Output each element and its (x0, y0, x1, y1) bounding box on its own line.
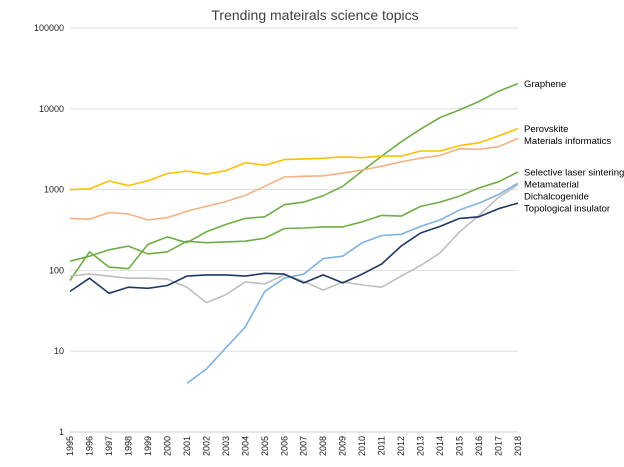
x-tick-label: 2015 (455, 436, 465, 456)
y-tick-label: 10000 (39, 104, 64, 114)
x-axis-tick-labels: 1995 1996 1997 1998 1999 2000 2001 2002 2003 2004… (65, 436, 523, 456)
x-tick-label: 2002 (201, 436, 211, 456)
y-tick-label: 1000 (44, 185, 64, 195)
x-tick-label: 2000 (162, 436, 172, 456)
x-tick-label: 2011 (377, 436, 387, 455)
y-tick-label: 1 (59, 427, 64, 437)
x-tick-label: 2010 (357, 436, 367, 456)
y-tick-label: 10 (54, 346, 64, 356)
x-tick-label: 2006 (279, 436, 289, 456)
y-tick-label: 100 (49, 265, 64, 275)
x-tick-label: 2013 (416, 436, 426, 456)
y-tick-label: 100000 (34, 23, 64, 33)
x-tick-label: 2007 (299, 436, 309, 456)
x-tick-label: 1995 (65, 436, 75, 456)
x-tick-label: 1998 (123, 436, 133, 456)
series-line-materials-informatics (69, 137, 519, 221)
series-line-dichalcogenide (69, 184, 519, 304)
x-tick-label: 2012 (396, 436, 406, 456)
legend-label-perovskite: Perovskite (524, 124, 568, 135)
series-line-graphene (69, 82, 519, 281)
legend-label-materials-informatics: Materials informatics (524, 136, 611, 147)
chart-title: Trending mateirals science topics (211, 7, 418, 23)
series-line-metamaterial (186, 182, 519, 385)
legend-label-metamaterial: Metamaterial (524, 180, 579, 191)
x-tick-label: 2018 (513, 436, 523, 456)
x-tick-label: 2014 (435, 436, 445, 456)
x-tick-label: 2009 (338, 436, 348, 456)
series-line-topological-insulator (69, 202, 519, 295)
series-lines (69, 82, 519, 385)
x-tick-label: 2005 (260, 436, 270, 456)
series-line-selective-laser-sintering (69, 171, 519, 262)
series-line-perovskite (69, 127, 519, 191)
legend-label-graphene: Graphene (524, 79, 566, 90)
x-tick-label: 2001 (182, 436, 192, 456)
x-tick-label: 2017 (494, 436, 504, 456)
x-tick-label: 1996 (84, 436, 94, 456)
x-tick-label: 1997 (104, 436, 114, 456)
legend-label-dichalcogenide: Dichalcogenide (524, 192, 589, 203)
gridlines (70, 27, 518, 433)
x-tick-label: 2004 (240, 436, 250, 456)
legend-label-topological-insulator: Topological insulator (524, 204, 610, 215)
x-tick-label: 1999 (143, 436, 153, 456)
legend-label-selective-laser-sintering: Selective laser sintering (524, 168, 624, 179)
x-tick-label: 2008 (318, 436, 328, 456)
x-tick-label: 2003 (221, 436, 231, 456)
x-tick-label: 2016 (474, 436, 484, 456)
y-axis-tick-labels: 1 10 100 1000 10000 100000 (34, 23, 64, 437)
